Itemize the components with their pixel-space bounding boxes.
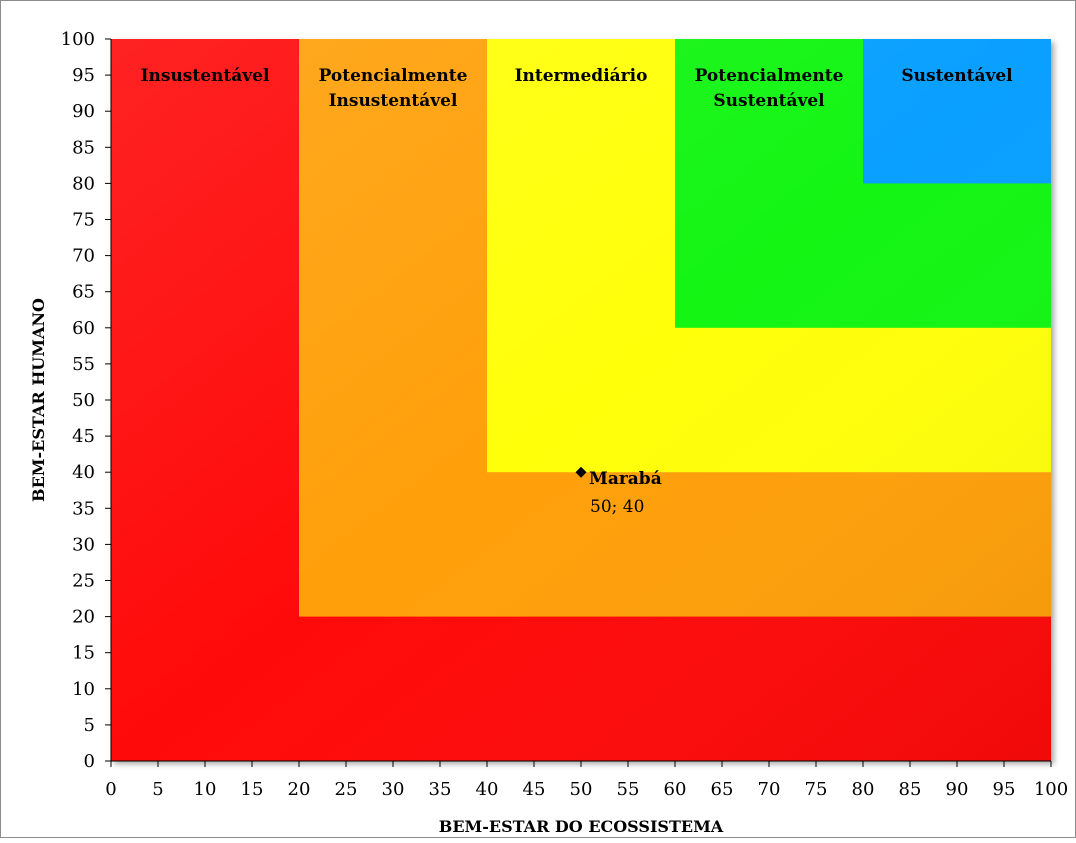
point-value-label: 50; 40 xyxy=(590,497,644,517)
zone-label-line: Potencialmente xyxy=(695,66,844,86)
zone-label-line: Potencialmente xyxy=(319,66,468,86)
y-tick-label: 15 xyxy=(72,643,95,664)
y-tick-label: 55 xyxy=(72,354,95,375)
point-marker xyxy=(575,466,587,478)
y-tick-label: 10 xyxy=(72,679,95,700)
x-tick-label: 75 xyxy=(805,779,828,800)
zone-label: Intermediário xyxy=(515,66,648,86)
x-tick-label: 100 xyxy=(1034,779,1068,800)
x-tick-label: 10 xyxy=(194,779,217,800)
axes: 0510152025303540455055606570758085909510… xyxy=(61,29,1069,800)
zone-label: Potencialmente Insustentável xyxy=(319,66,468,111)
x-tick-label: 15 xyxy=(241,779,264,800)
zone-label-line: Insustentável xyxy=(141,66,270,86)
y-tick-label: 40 xyxy=(72,462,95,483)
y-tick-label: 5 xyxy=(84,715,95,736)
x-tick-label: 5 xyxy=(152,779,163,800)
x-tick-label: 65 xyxy=(711,779,734,800)
x-tick-label: 25 xyxy=(335,779,358,800)
y-tick-label: 60 xyxy=(72,318,95,339)
x-tick-label: 50 xyxy=(570,779,593,800)
y-tick-label: 100 xyxy=(61,29,95,50)
x-tick-label: 60 xyxy=(664,779,687,800)
zone-label-line: Insustentável xyxy=(329,91,458,111)
y-tick-label: 90 xyxy=(72,101,95,122)
y-tick-label: 20 xyxy=(72,607,95,628)
y-tick-label: 25 xyxy=(72,571,95,592)
y-tick-label: 95 xyxy=(72,65,95,86)
y-tick-label: 70 xyxy=(72,246,95,267)
zone-label-line: Sustentável xyxy=(901,66,1013,86)
x-tick-label: 85 xyxy=(899,779,922,800)
x-tick-label: 70 xyxy=(758,779,781,800)
y-axis-title: BEM-ESTAR HUMANO xyxy=(29,298,48,502)
plot-gloss xyxy=(111,39,1051,761)
x-tick-label: 20 xyxy=(288,779,311,800)
y-tick-label: 35 xyxy=(72,498,95,519)
y-tick-label: 30 xyxy=(72,534,95,555)
x-tick-label: 45 xyxy=(523,779,546,800)
y-tick-label: 80 xyxy=(72,173,95,194)
y-tick-label: 65 xyxy=(72,282,95,303)
x-tick-label: 95 xyxy=(993,779,1016,800)
x-tick-label: 0 xyxy=(105,779,116,800)
point-label: Marabá xyxy=(589,469,662,489)
y-tick-label: 45 xyxy=(72,426,95,447)
zone-label: Potencialmente Sustentável xyxy=(695,66,844,111)
x-tick-label: 30 xyxy=(382,779,405,800)
x-axis-title: BEM-ESTAR DO ECOSSISTEMA xyxy=(439,817,724,836)
x-tick-label: 80 xyxy=(852,779,875,800)
y-tick-label: 75 xyxy=(72,210,95,231)
zone-label: Insustentável xyxy=(141,66,270,86)
zone-label-line: Sustentável xyxy=(713,91,825,111)
x-tick-label: 90 xyxy=(946,779,969,800)
zone-labels: Insustentável Potencialmente Insustentável… xyxy=(141,66,1014,111)
zone-label: Sustentável xyxy=(901,66,1013,86)
x-tick-label: 40 xyxy=(476,779,499,800)
x-tick-label: 35 xyxy=(429,779,452,800)
y-tick-label: 0 xyxy=(84,751,95,772)
y-tick-label: 85 xyxy=(72,137,95,158)
y-tick-label: 50 xyxy=(72,390,95,411)
x-tick-label: 55 xyxy=(617,779,640,800)
zone-label-line: Intermediário xyxy=(515,66,648,86)
data-points: Marabá 50; 40 xyxy=(575,466,662,517)
